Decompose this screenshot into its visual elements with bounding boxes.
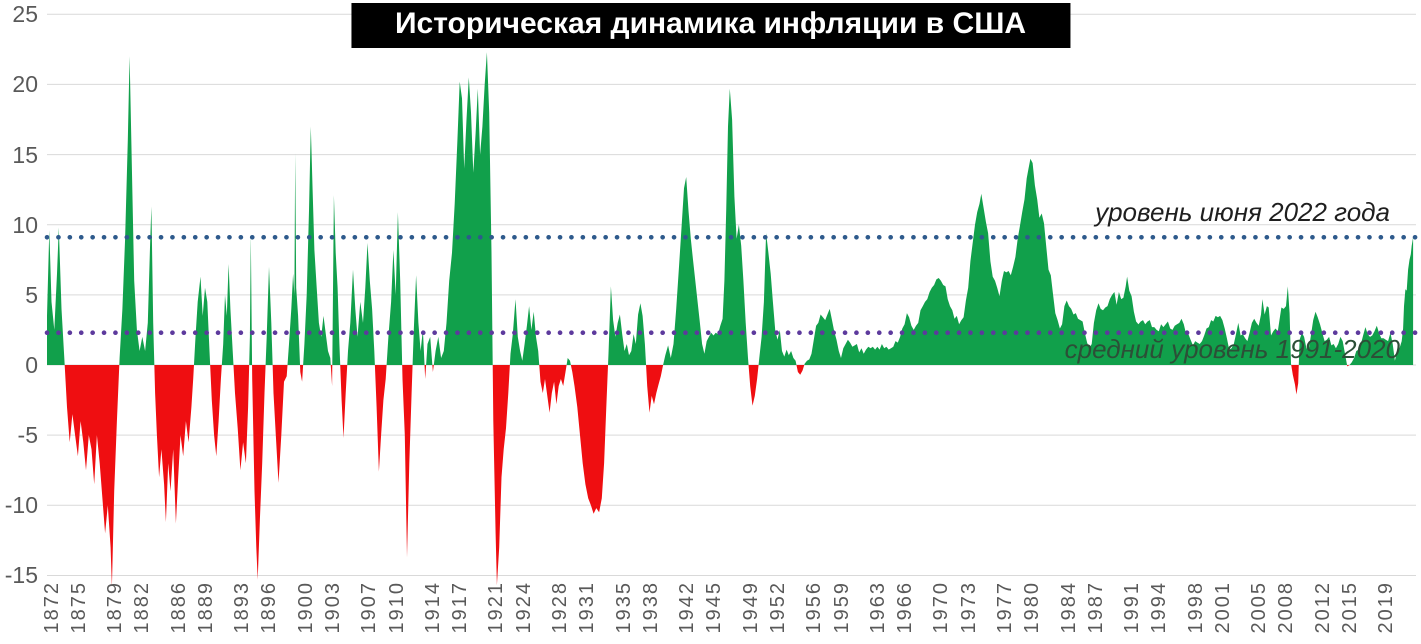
- x-axis-tick-label: 2015: [1339, 581, 1361, 634]
- x-axis-tick-label: 1998: [1185, 581, 1207, 634]
- annotation-june-2022-level: уровень июня 2022 года: [1095, 197, 1390, 227]
- y-axis-tick-label: -5: [17, 422, 38, 449]
- y-axis-tick-label: 10: [12, 211, 38, 238]
- inflation-bars-positive: [47, 52, 1414, 365]
- x-axis-tick-label: 1970: [930, 581, 952, 634]
- y-axis-tick-label: 0: [25, 352, 38, 378]
- x-axis-tick-label: 1935: [613, 581, 635, 634]
- x-axis-tick-label: 2019: [1375, 581, 1397, 634]
- x-axis-tick-label: 1914: [422, 581, 444, 634]
- x-axis-tick-label: 1875: [68, 581, 90, 634]
- x-axis-tick-label: 1924: [513, 581, 535, 634]
- x-axis-tick-label: 1977: [994, 581, 1016, 634]
- annotation-average-1991-2020: средний уровень 1991-2020: [1064, 334, 1400, 364]
- y-axis-tick-label: -10: [4, 492, 38, 519]
- x-axis-tick-label: 1991: [1121, 581, 1143, 634]
- x-axis-tick-label: 1879: [104, 581, 126, 634]
- x-axis-tick-label: 1882: [131, 581, 153, 634]
- x-axis-tick-label: 1938: [640, 581, 662, 634]
- x-axis-tick-label: 1872: [41, 581, 63, 634]
- x-axis-tick-label: 1984: [1058, 581, 1080, 634]
- x-axis-tick-label: 1931: [576, 581, 598, 634]
- x-axis-tick-label: 1949: [740, 581, 762, 634]
- x-axis-tick-label: 1956: [803, 581, 825, 634]
- x-axis-tick-label: 1896: [258, 581, 280, 634]
- y-axis-tick-label: 15: [12, 141, 38, 168]
- y-axis-tick-label: -15: [4, 562, 38, 589]
- x-axis-tick-label: 2001: [1212, 581, 1234, 634]
- x-axis-tick-label: 1903: [322, 581, 344, 634]
- x-axis-tick-label: 1907: [358, 581, 380, 634]
- x-axis-tick-label: 1921: [485, 581, 507, 634]
- x-axis-tick-label: 1942: [676, 581, 698, 634]
- y-axis-tick-label: 5: [25, 281, 38, 308]
- x-axis-tick-label: 1910: [386, 581, 408, 634]
- x-axis-tick-label: 1917: [449, 581, 471, 634]
- x-axis-tick-label: 1893: [231, 581, 253, 634]
- x-axis-tick-label: 2005: [1248, 581, 1270, 634]
- x-axis-tick-label: 1900: [295, 581, 317, 634]
- x-axis-tick-label: 1959: [831, 581, 853, 634]
- chart-title: Историческая динамика инфляции в США: [350, 3, 1071, 48]
- x-axis-tick-label: 1945: [703, 581, 725, 634]
- x-axis-tick-label: 1952: [767, 581, 789, 634]
- x-axis-tick-label: 1966: [894, 581, 916, 634]
- x-axis-tick-label: 1928: [549, 581, 571, 634]
- x-axis-tick-label: 1886: [168, 581, 190, 634]
- x-axis-tick-label: 1994: [1148, 581, 1170, 634]
- x-axis-tick-label: 1889: [195, 581, 217, 634]
- x-axis-tick-label: 2008: [1275, 581, 1297, 634]
- y-axis-tick-label: 20: [12, 71, 38, 98]
- x-axis-tick-label: 1987: [1085, 581, 1107, 634]
- inflation-bars-negative: [47, 365, 1414, 587]
- y-axis-tick-label: 25: [12, 1, 38, 28]
- x-axis-tick-label: 1980: [1021, 581, 1043, 634]
- x-axis-tick-label: 1963: [867, 581, 889, 634]
- x-axis-tick-label: 1973: [958, 581, 980, 634]
- x-axis-tick-label: 2012: [1312, 581, 1334, 634]
